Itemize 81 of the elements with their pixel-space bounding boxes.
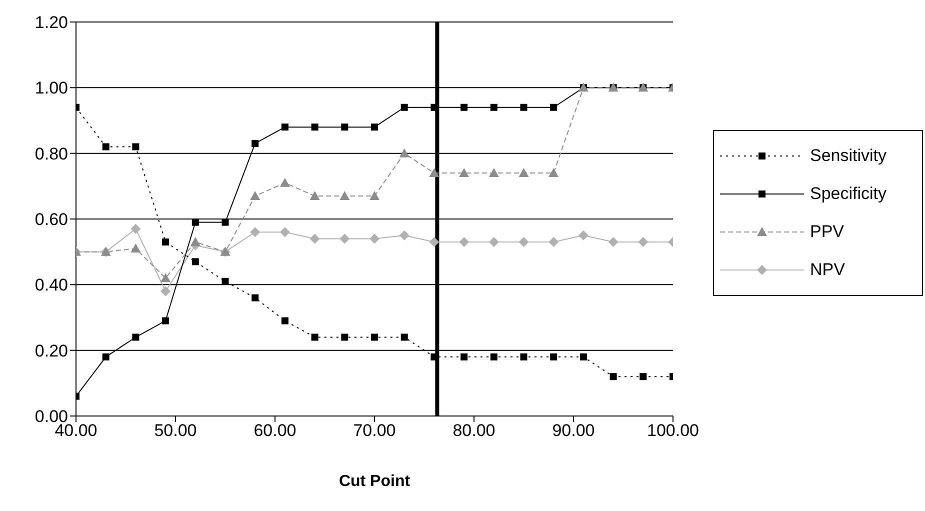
point <box>252 294 259 302</box>
point <box>370 234 380 244</box>
x-tick-label: 90.00 <box>552 421 595 440</box>
point <box>518 168 529 178</box>
x-tick-label: 50.00 <box>154 421 197 440</box>
point <box>488 236 499 247</box>
point <box>250 191 260 200</box>
point <box>340 191 350 200</box>
point <box>608 236 618 247</box>
y-tick-label: 0.80 <box>34 144 68 164</box>
x-tick-label: 70.00 <box>353 421 396 440</box>
x-axis-title: Cut Point <box>338 473 411 490</box>
point <box>281 317 288 324</box>
point <box>341 124 348 131</box>
y-tick-label: 1.20 <box>34 13 68 32</box>
point <box>132 143 140 150</box>
x-tick-label: 80.00 <box>452 421 496 440</box>
point <box>190 236 200 246</box>
y-tick-label: 0.60 <box>34 210 68 230</box>
point <box>162 317 170 324</box>
y-tick-label: 0.40 <box>34 276 68 295</box>
point <box>132 334 140 341</box>
point <box>400 104 408 111</box>
point <box>102 353 110 360</box>
point <box>370 191 380 200</box>
point <box>400 334 408 341</box>
point <box>162 238 170 246</box>
y-tick-label: 0.20 <box>34 341 68 360</box>
point <box>550 353 558 360</box>
point <box>399 148 410 158</box>
point <box>548 236 559 247</box>
point <box>429 236 440 247</box>
legend-label: Sensitivity <box>810 146 887 166</box>
point <box>460 353 468 360</box>
point <box>550 104 558 111</box>
point <box>520 104 528 111</box>
point <box>459 168 470 178</box>
point <box>638 236 648 247</box>
point <box>310 234 320 244</box>
point <box>160 286 171 296</box>
point <box>640 373 647 380</box>
x-tick-label: 40.00 <box>54 421 98 440</box>
y-tick-label: 1.00 <box>34 78 68 98</box>
point <box>399 230 410 240</box>
point <box>520 353 528 360</box>
point <box>459 236 470 247</box>
point <box>130 244 141 253</box>
point <box>518 236 529 247</box>
point <box>429 168 440 178</box>
point <box>222 278 229 285</box>
point <box>192 218 199 226</box>
point <box>280 178 290 187</box>
point <box>280 227 290 238</box>
point <box>548 168 559 178</box>
point <box>130 224 141 234</box>
point <box>102 143 110 150</box>
point <box>488 168 499 178</box>
point <box>222 218 229 226</box>
point <box>371 334 378 341</box>
point <box>490 353 498 360</box>
point <box>192 258 199 266</box>
point <box>311 124 318 131</box>
point <box>340 234 350 244</box>
x-tick-label: 60.00 <box>254 421 296 440</box>
point <box>281 124 288 131</box>
point <box>371 124 378 131</box>
point <box>460 104 468 111</box>
point <box>160 273 171 282</box>
point <box>490 104 498 111</box>
legend-label: NPV <box>810 260 845 280</box>
point <box>310 191 320 200</box>
point <box>580 353 587 360</box>
point <box>250 227 260 238</box>
point <box>252 140 259 147</box>
legend-label: Specificity <box>810 184 887 204</box>
x-tick-label: 100.00 <box>647 421 699 440</box>
legend-label: PPV <box>810 222 844 242</box>
point <box>311 334 318 341</box>
point <box>341 334 348 341</box>
point <box>610 373 617 380</box>
point <box>578 230 588 240</box>
